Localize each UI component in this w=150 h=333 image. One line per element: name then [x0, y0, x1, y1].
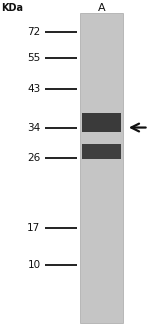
Bar	[82, 113, 122, 132]
Text: 17: 17	[27, 223, 40, 233]
Text: 34: 34	[27, 123, 40, 133]
Text: 72: 72	[27, 27, 40, 37]
Bar	[82, 144, 122, 159]
Text: 26: 26	[27, 153, 40, 163]
Text: 55: 55	[27, 53, 40, 63]
Text: A: A	[98, 3, 105, 13]
Bar	[80, 13, 123, 323]
Text: 43: 43	[27, 84, 40, 94]
Text: 10: 10	[27, 260, 40, 270]
Text: KDa: KDa	[2, 3, 24, 13]
